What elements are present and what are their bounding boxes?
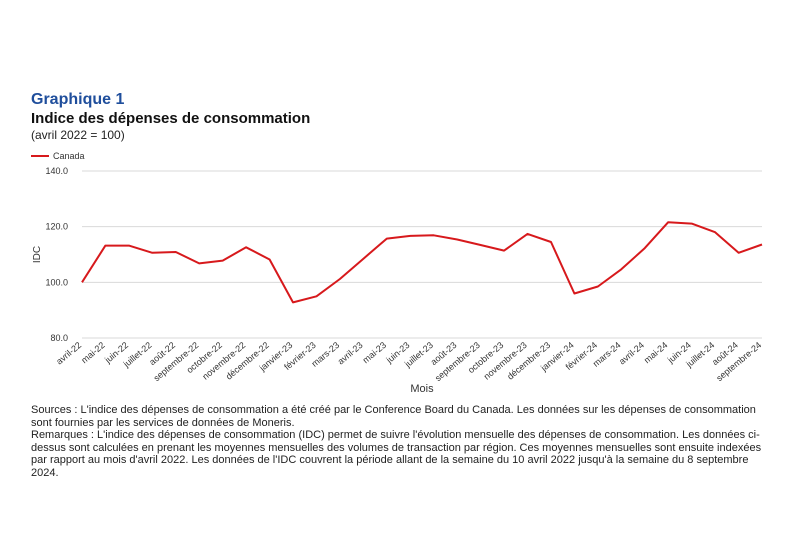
remarks-note: Remarques : L'indice des dépenses de con… (31, 429, 762, 479)
y-axis-label: IDC (32, 246, 43, 263)
x-tick-label: avril-22 (54, 340, 83, 367)
sources-note: Sources : L'indice des dépenses de conso… (31, 404, 756, 429)
chart-title: Indice des dépenses de consommation (31, 110, 311, 127)
x-tick-label: avril-23 (336, 340, 365, 367)
chart-subtitle: (avril 2022 = 100) (31, 128, 125, 142)
line-chart: 80.0100.0120.0140.0IDCavril-22mai-22juin… (32, 166, 763, 395)
series-line-canada (81, 221, 763, 304)
x-tick-label: mai-22 (79, 340, 107, 365)
x-tick-label: mai-24 (642, 340, 670, 365)
x-axis-label: Mois (410, 383, 434, 395)
legend: Canada (31, 151, 85, 161)
y-tick-label: 100.0 (45, 277, 68, 287)
x-tick-label: mai-23 (361, 340, 389, 365)
legend-label: Canada (53, 151, 85, 161)
chart-number: Graphique 1 (31, 91, 125, 108)
y-tick-label: 140.0 (45, 166, 68, 176)
y-tick-label: 120.0 (45, 222, 68, 232)
chart-notes: Sources : L'indice des dépenses de conso… (31, 404, 771, 479)
legend-swatch (31, 155, 49, 157)
x-tick-label: avril-24 (617, 340, 646, 367)
y-tick-label: 80.0 (50, 333, 68, 343)
